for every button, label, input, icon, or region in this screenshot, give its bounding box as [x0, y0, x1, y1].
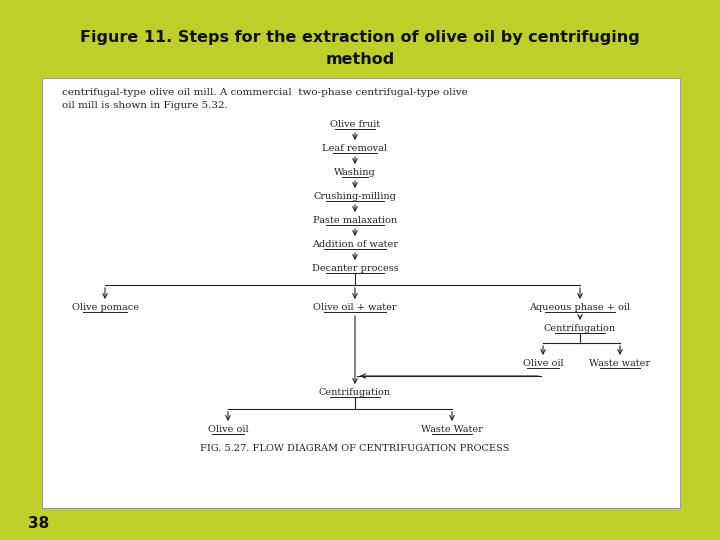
Text: method: method [325, 52, 395, 67]
Text: Figure 11. Steps for the extraction of olive oil by centrifuging: Figure 11. Steps for the extraction of o… [80, 30, 640, 45]
Text: Olive oil: Olive oil [523, 359, 563, 368]
Text: FIG. 5.27. FLOW DIAGRAM OF CENTRIFUGATION PROCESS: FIG. 5.27. FLOW DIAGRAM OF CENTRIFUGATIO… [200, 444, 510, 453]
Text: 38: 38 [28, 516, 49, 531]
Text: Washing: Washing [334, 168, 376, 177]
Text: Aqueous phase + oil: Aqueous phase + oil [529, 303, 631, 312]
Text: Centrifugation: Centrifugation [319, 388, 391, 397]
Text: Paste malaxation: Paste malaxation [313, 216, 397, 225]
Text: Waste water: Waste water [590, 359, 651, 368]
Text: Olive oil: Olive oil [207, 425, 248, 434]
Text: Centrifugation: Centrifugation [544, 324, 616, 333]
Text: Addition of water: Addition of water [312, 240, 398, 249]
Text: oil mill is shown in Figure 5.32.: oil mill is shown in Figure 5.32. [62, 101, 228, 110]
Text: Decanter process: Decanter process [312, 264, 398, 273]
Text: Olive pomace: Olive pomace [71, 303, 138, 312]
Text: centrifugal-type olive oil mill. A commercial  two-phase centrifugal-type olive: centrifugal-type olive oil mill. A comme… [62, 88, 468, 97]
Text: Waste Water: Waste Water [421, 425, 483, 434]
FancyBboxPatch shape [42, 78, 680, 508]
Text: Olive fruit: Olive fruit [330, 120, 380, 129]
Text: Crushing-milling: Crushing-milling [314, 192, 397, 201]
Text: Olive oil + water: Olive oil + water [313, 303, 397, 312]
Text: Leaf removal: Leaf removal [323, 144, 387, 153]
